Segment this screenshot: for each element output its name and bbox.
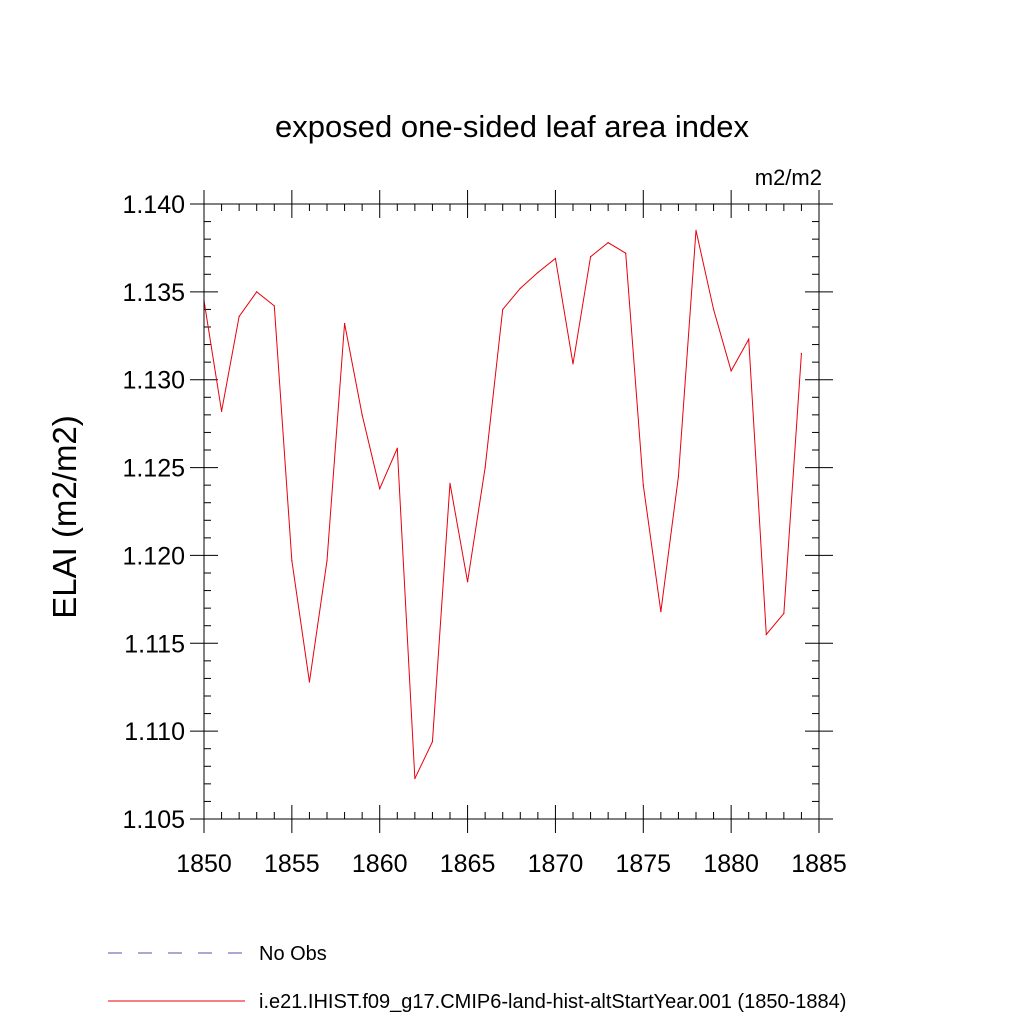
- chart-title: exposed one-sided leaf area index: [275, 109, 749, 144]
- data-point: [660, 611, 662, 613]
- tick-labels: 1850 1855 1860 1865 1870 1875 1880 1885 1.105 1.1…: [122, 191, 846, 878]
- x-tick-label: 1860: [352, 850, 408, 878]
- data-point: [502, 308, 504, 311]
- data-point: [607, 242, 609, 244]
- data-point: [730, 370, 732, 372]
- legend: No Obs i.e21.IHIST.f09_g17.CMIP6-land-his…: [108, 943, 846, 1013]
- data-point: [800, 352, 803, 354]
- data-point: [537, 271, 539, 274]
- x-tick-label: 1850: [176, 850, 232, 878]
- series-layer: [203, 229, 803, 780]
- y-tick-label: 1.140: [122, 191, 185, 219]
- data-point: [484, 466, 486, 469]
- tick-marks: [190, 190, 833, 833]
- x-tick-label: 1875: [615, 850, 671, 878]
- legend-label-0: No Obs: [259, 943, 327, 965]
- x-tick-label: 1855: [264, 850, 320, 878]
- data-point: [712, 308, 715, 311]
- y-tick-label: 1.135: [122, 279, 185, 307]
- data-point: [519, 287, 521, 289]
- y-tick-label: 1.120: [122, 542, 185, 570]
- data-point: [291, 560, 293, 562]
- data-point: [589, 256, 592, 258]
- data-point: [414, 777, 416, 780]
- data-point: [449, 482, 451, 484]
- data-point: [238, 315, 240, 318]
- data-point: [695, 229, 697, 231]
- y-tick-label: 1.130: [122, 367, 185, 395]
- data-point: [765, 633, 767, 636]
- y-tick-label: 1.110: [124, 718, 185, 746]
- data-point: [343, 322, 346, 325]
- data-point: [625, 252, 627, 254]
- data-point: [396, 447, 398, 449]
- data-point: [554, 257, 557, 260]
- data-point: [431, 741, 434, 743]
- y-tick-label: 1.115: [124, 630, 185, 658]
- plot-frame: [203, 203, 820, 820]
- data-point: [256, 291, 258, 293]
- data-point: [466, 581, 469, 583]
- data-point: [361, 414, 363, 416]
- legend-label-1: i.e21.IHIST.f09_g17.CMIP6-land-hist-altS…: [259, 991, 846, 1013]
- x-tick-label: 1865: [440, 850, 496, 878]
- y-tick-label: 1.125: [122, 455, 185, 483]
- data-point: [572, 363, 574, 365]
- data-point: [379, 488, 381, 490]
- units-label: m2/m2: [755, 165, 822, 190]
- x-tick-label: 1870: [528, 850, 584, 878]
- data-point: [748, 338, 750, 340]
- x-tick-label: 1880: [703, 850, 759, 878]
- data-point: [220, 410, 223, 412]
- series-line-0: [203, 230, 802, 779]
- data-point: [642, 484, 644, 486]
- data-point: [308, 681, 311, 683]
- y-tick-label: 1.105: [122, 806, 185, 834]
- y-axis-label: ELAI (m2/m2): [46, 415, 83, 619]
- data-point: [783, 612, 785, 615]
- data-point: [677, 475, 680, 477]
- x-tick-label: 1885: [791, 850, 847, 878]
- data-point: [326, 560, 328, 562]
- data-point: [273, 305, 275, 307]
